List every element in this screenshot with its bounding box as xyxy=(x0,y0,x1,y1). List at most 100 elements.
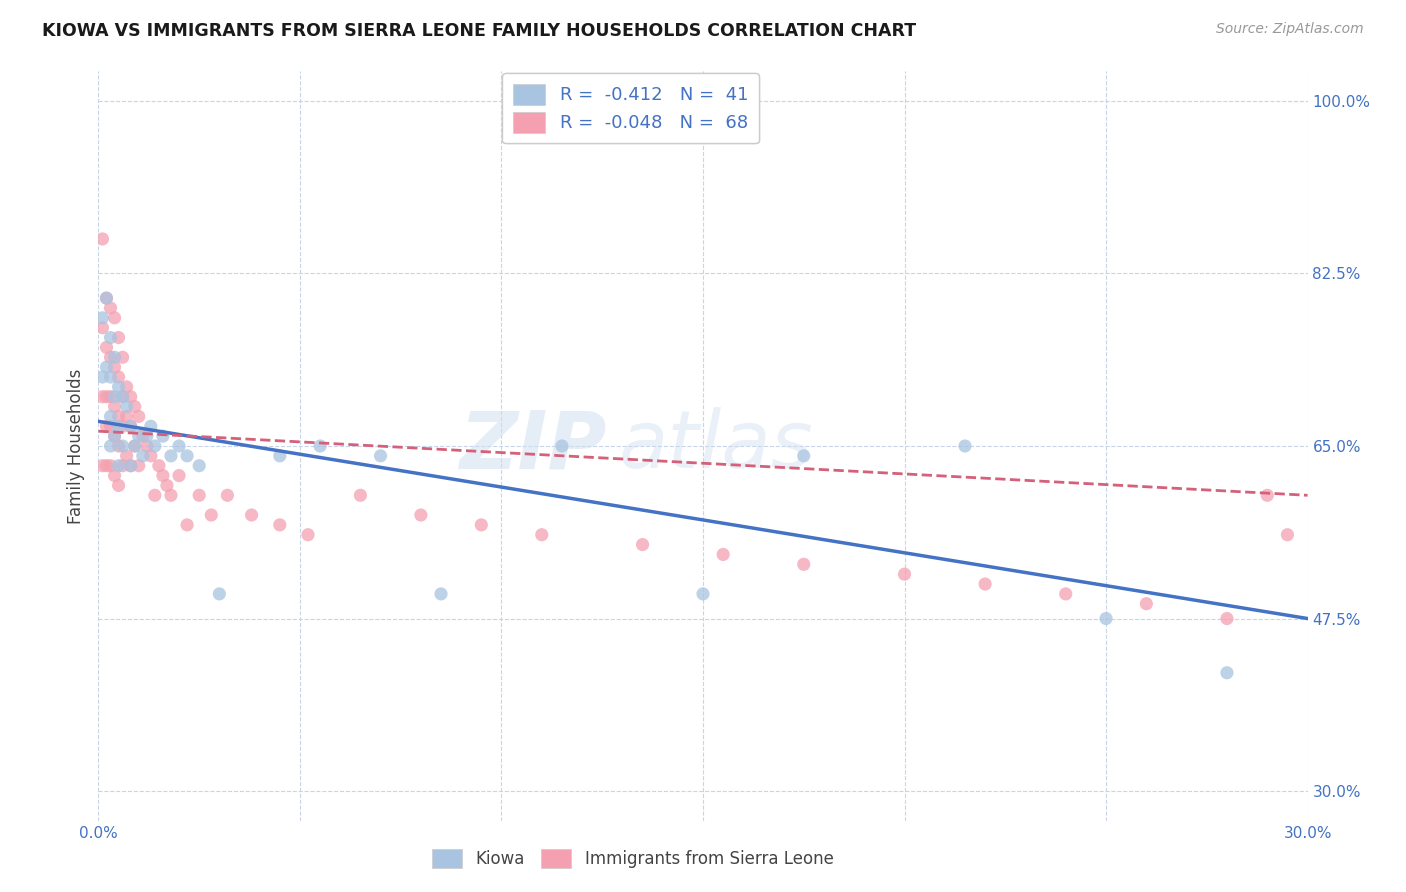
Point xyxy=(91,390,114,404)
Point xyxy=(103,360,125,375)
Point xyxy=(530,527,553,541)
Point xyxy=(120,419,142,434)
Point xyxy=(103,429,125,443)
Text: atlas: atlas xyxy=(619,407,813,485)
Point xyxy=(409,508,432,522)
Point xyxy=(124,439,146,453)
Point xyxy=(96,419,118,434)
Point xyxy=(143,439,166,453)
Point xyxy=(128,409,150,424)
Point xyxy=(111,439,134,453)
Point xyxy=(120,419,142,434)
Text: ZIP: ZIP xyxy=(458,407,606,485)
Point xyxy=(370,449,392,463)
Point xyxy=(91,320,114,334)
Point xyxy=(139,419,162,434)
Point xyxy=(91,310,114,325)
Legend: Kiowa, Immigrants from Sierra Leone: Kiowa, Immigrants from Sierra Leone xyxy=(425,842,841,875)
Point xyxy=(217,488,239,502)
Point xyxy=(188,458,211,473)
Legend: R =  -0.412   N =  41, R =  -0.048   N =  68: R = -0.412 N = 41, R = -0.048 N = 68 xyxy=(502,73,759,144)
Point xyxy=(132,449,155,463)
Point xyxy=(107,419,129,434)
Point xyxy=(152,468,174,483)
Point xyxy=(297,527,319,541)
Point xyxy=(96,458,118,473)
Point xyxy=(96,340,118,354)
Point xyxy=(115,409,138,424)
Point xyxy=(1054,587,1077,601)
Point xyxy=(551,439,574,453)
Point xyxy=(111,419,134,434)
Point xyxy=(309,439,332,453)
Point xyxy=(974,577,997,591)
Point xyxy=(793,449,815,463)
Point xyxy=(148,458,170,473)
Point xyxy=(107,409,129,424)
Point xyxy=(124,439,146,453)
Point xyxy=(107,478,129,492)
Point xyxy=(96,291,118,305)
Point xyxy=(160,488,183,502)
Point xyxy=(107,380,129,394)
Point xyxy=(115,400,138,414)
Point xyxy=(115,449,138,463)
Point xyxy=(1216,611,1239,625)
Point xyxy=(135,439,157,453)
Point xyxy=(132,429,155,443)
Point xyxy=(176,517,198,532)
Point xyxy=(107,330,129,344)
Point xyxy=(135,429,157,443)
Point xyxy=(111,390,134,404)
Point xyxy=(1256,488,1278,502)
Point xyxy=(1277,527,1299,541)
Point xyxy=(91,458,114,473)
Point xyxy=(107,458,129,473)
Point xyxy=(107,370,129,384)
Point xyxy=(100,419,122,434)
Point xyxy=(120,458,142,473)
Point xyxy=(96,360,118,375)
Point xyxy=(111,351,134,365)
Point xyxy=(430,587,453,601)
Point xyxy=(115,380,138,394)
Point xyxy=(100,370,122,384)
Text: Source: ZipAtlas.com: Source: ZipAtlas.com xyxy=(1216,22,1364,37)
Point xyxy=(107,439,129,453)
Point xyxy=(160,449,183,463)
Point xyxy=(111,458,134,473)
Point xyxy=(269,517,291,532)
Point xyxy=(176,449,198,463)
Point xyxy=(100,439,122,453)
Point xyxy=(1095,611,1118,625)
Point xyxy=(96,390,118,404)
Point xyxy=(188,488,211,502)
Point xyxy=(128,458,150,473)
Point xyxy=(156,478,179,492)
Point xyxy=(269,449,291,463)
Point xyxy=(349,488,371,502)
Point xyxy=(120,390,142,404)
Point xyxy=(100,330,122,344)
Point xyxy=(692,587,714,601)
Point xyxy=(103,310,125,325)
Point xyxy=(953,439,976,453)
Point xyxy=(91,370,114,384)
Point xyxy=(103,400,125,414)
Point xyxy=(139,449,162,463)
Point xyxy=(631,538,654,552)
Point xyxy=(100,351,122,365)
Point xyxy=(470,517,492,532)
Text: KIOWA VS IMMIGRANTS FROM SIERRA LEONE FAMILY HOUSEHOLDS CORRELATION CHART: KIOWA VS IMMIGRANTS FROM SIERRA LEONE FA… xyxy=(42,22,917,40)
Point xyxy=(103,468,125,483)
Point xyxy=(143,488,166,502)
Point xyxy=(100,458,122,473)
Point xyxy=(100,390,122,404)
Y-axis label: Family Households: Family Households xyxy=(66,368,84,524)
Point xyxy=(1135,597,1157,611)
Point xyxy=(91,232,114,246)
Point xyxy=(893,567,915,582)
Point xyxy=(96,291,118,305)
Point xyxy=(103,351,125,365)
Point xyxy=(124,400,146,414)
